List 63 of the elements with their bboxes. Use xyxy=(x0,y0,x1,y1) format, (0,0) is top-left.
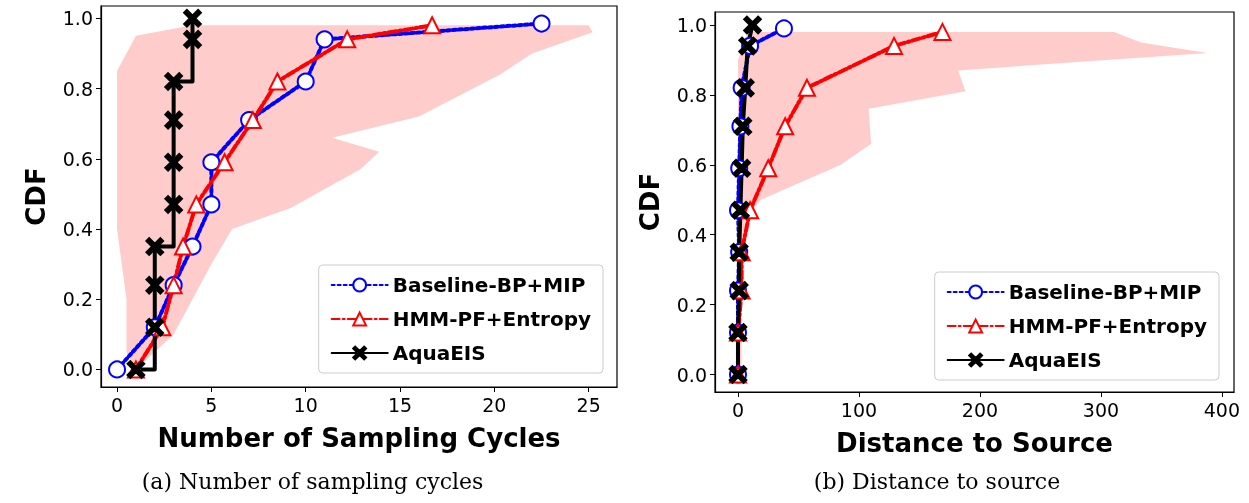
point xyxy=(215,153,234,172)
legend-label: AquaEIS xyxy=(392,341,486,365)
point xyxy=(268,72,287,91)
x-axis-title: Number of Sampling Cycles xyxy=(157,423,561,453)
point xyxy=(202,153,221,172)
x-tick-label: 25 xyxy=(576,393,601,416)
y-tick-label: 0.0 xyxy=(62,358,93,381)
x-tick-label: 200 xyxy=(961,398,999,421)
point xyxy=(759,159,778,178)
x-tick-label: 20 xyxy=(482,393,507,416)
y-tick-label: 1.0 xyxy=(676,13,707,36)
text: (a) Number of sampling cycles xyxy=(141,468,484,494)
point xyxy=(774,19,793,38)
point xyxy=(164,195,183,214)
point xyxy=(145,237,165,256)
point xyxy=(164,153,183,172)
x-tick-label: 400 xyxy=(1203,398,1241,421)
point xyxy=(202,195,221,214)
x-tick-label: 10 xyxy=(293,393,318,416)
x-tick-label: 100 xyxy=(840,398,878,421)
point xyxy=(187,195,206,214)
y-tick-label: 1.0 xyxy=(62,7,93,30)
legend-label: Baseline-BP+MIP xyxy=(392,273,586,297)
y-tick-label: 0.2 xyxy=(676,293,707,316)
x-tick-label: 5 xyxy=(205,393,218,416)
point xyxy=(164,72,183,91)
point xyxy=(797,78,816,97)
point xyxy=(183,30,202,49)
legend-label: AquaEIS xyxy=(1008,348,1102,372)
y-tick-label: 0.8 xyxy=(676,83,707,106)
point xyxy=(532,14,551,33)
point xyxy=(183,9,202,28)
point xyxy=(145,275,165,295)
y-tick-label: 0.8 xyxy=(62,77,93,100)
x-tick-label: 15 xyxy=(387,393,413,416)
legend-label: HMM-PF+Entropy xyxy=(392,307,591,331)
y-tick-label: 0.4 xyxy=(676,223,707,246)
y-tick-label: 0.4 xyxy=(62,217,93,240)
point xyxy=(885,36,904,55)
legend-label: HMM-PF+Entropy xyxy=(1008,314,1207,338)
x-axis-title: Distance to Source xyxy=(836,428,1113,458)
point xyxy=(315,30,334,49)
x-tick-label: 0 xyxy=(731,398,745,421)
y-axis-title: CDF xyxy=(21,167,51,226)
point xyxy=(933,22,952,41)
y-tick-label: 0.0 xyxy=(676,363,707,386)
point xyxy=(108,360,127,379)
point xyxy=(296,72,315,91)
point xyxy=(743,15,762,35)
legend-label: Baseline-BP+MIP xyxy=(1008,280,1202,304)
y-tick-label: 0.6 xyxy=(676,153,707,176)
point xyxy=(338,30,357,49)
point xyxy=(174,237,193,256)
y-axis-title: CDF xyxy=(635,172,665,232)
x-tick-label: 300 xyxy=(1082,398,1120,421)
x-tick-label: 0 xyxy=(110,393,124,416)
y-tick-label: 0.2 xyxy=(62,288,93,311)
y-tick-label: 0.6 xyxy=(62,147,93,170)
point xyxy=(423,16,442,35)
point xyxy=(735,78,755,98)
point xyxy=(776,117,795,136)
text: (b) Distance to source xyxy=(813,468,1061,494)
point xyxy=(164,110,183,130)
